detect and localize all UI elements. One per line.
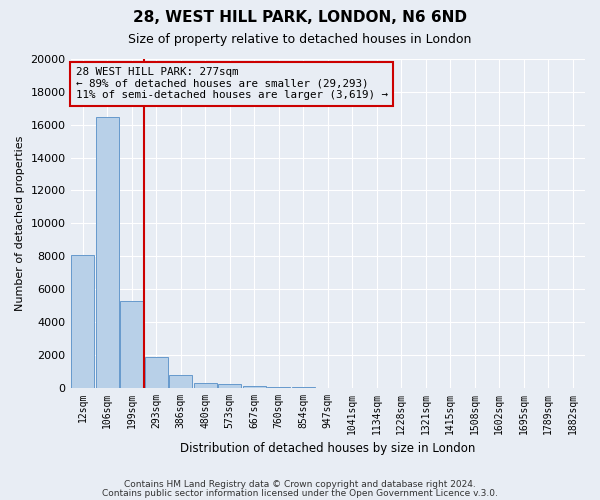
Text: Contains public sector information licensed under the Open Government Licence v.: Contains public sector information licen… <box>102 490 498 498</box>
Bar <box>96 116 119 388</box>
Text: Contains HM Land Registry data © Crown copyright and database right 2024.: Contains HM Land Registry data © Crown c… <box>124 480 476 489</box>
Bar <box>71 254 94 388</box>
X-axis label: Distribution of detached houses by size in London: Distribution of detached houses by size … <box>180 442 475 455</box>
Bar <box>268 386 290 388</box>
Text: Size of property relative to detached houses in London: Size of property relative to detached ho… <box>128 32 472 46</box>
Bar <box>169 376 192 388</box>
Bar <box>145 358 167 388</box>
Bar <box>218 384 241 388</box>
Text: 28 WEST HILL PARK: 277sqm
← 89% of detached houses are smaller (29,293)
11% of s: 28 WEST HILL PARK: 277sqm ← 89% of detac… <box>76 67 388 100</box>
Bar <box>194 383 217 388</box>
Y-axis label: Number of detached properties: Number of detached properties <box>15 136 25 311</box>
Bar <box>121 300 143 388</box>
Text: 28, WEST HILL PARK, LONDON, N6 6ND: 28, WEST HILL PARK, LONDON, N6 6ND <box>133 10 467 25</box>
Bar <box>243 386 266 388</box>
